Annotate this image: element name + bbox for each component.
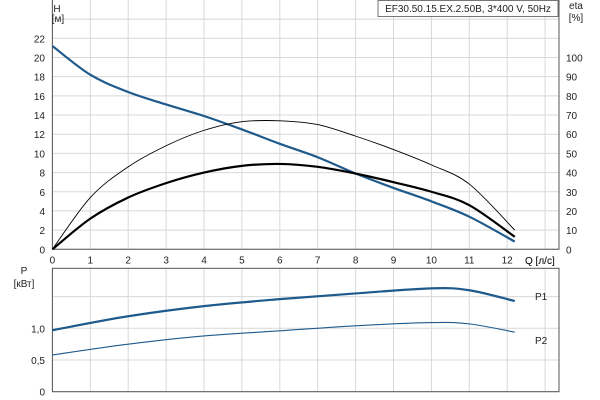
eta-tick-label: 100 bbox=[566, 53, 583, 64]
h-tick-label: 10 bbox=[34, 149, 46, 160]
x-tick-label-top: 11 bbox=[464, 255, 475, 266]
x-tick-label-top: 0 bbox=[50, 255, 56, 266]
top-series bbox=[51, 45, 516, 251]
legend-p2: P2 bbox=[535, 336, 548, 347]
x-tick-label-top: 6 bbox=[277, 255, 283, 266]
h-tick-label: 8 bbox=[39, 169, 45, 180]
x-tick-label-top: 10 bbox=[426, 255, 438, 266]
top-grid: 0 1 2 3 4 5 6 7 8 9 10 11 12024681012141618202201020… bbox=[34, 0, 583, 266]
x-tick-label-top: 3 bbox=[163, 255, 169, 266]
h-tick-label: 6 bbox=[39, 188, 45, 199]
h-tick-label: 22 bbox=[34, 34, 46, 45]
eta-axis-unit: [%] bbox=[569, 13, 584, 24]
h-tick-label: 18 bbox=[34, 73, 46, 84]
x-tick-label-top: 12 bbox=[502, 255, 514, 266]
eta-tick-label: 70 bbox=[566, 111, 578, 122]
head-curve bbox=[51, 45, 516, 243]
axis-labels: H [м] eta [%] Q [л/с] Q [л/с] P [кВт] EF… bbox=[14, 0, 584, 347]
x-tick-label-top: 9 bbox=[391, 255, 397, 266]
h-tick-label: 0 bbox=[39, 245, 45, 256]
h-axis-unit: [м] bbox=[52, 14, 65, 25]
x-tick-label-top: 4 bbox=[201, 255, 207, 266]
eta-tick-label: 40 bbox=[566, 169, 578, 180]
p-axis-unit: [кВт] bbox=[14, 279, 35, 290]
h-tick-label: 2 bbox=[39, 226, 45, 237]
x-tick-label-top: 5 bbox=[239, 255, 245, 266]
bottom-plot-area bbox=[52, 268, 560, 392]
eta-tick-label: 30 bbox=[566, 188, 578, 199]
q-axis-label-bottom: Q [л/с] bbox=[525, 256, 555, 267]
eta-tick-label: 50 bbox=[566, 149, 578, 160]
bottom-grid: 012345678910111200,51,0 bbox=[31, 267, 560, 399]
h-tick-label: 20 bbox=[34, 53, 46, 64]
x-tick-label-top: 7 bbox=[315, 255, 321, 266]
h-tick-label: 14 bbox=[34, 111, 46, 122]
p-tick-label: 1,0 bbox=[31, 324, 45, 335]
efficiency-curve-total bbox=[51, 162, 516, 251]
p-axis-label: P bbox=[21, 266, 28, 277]
efficiency-curve-hydraulic bbox=[52, 120, 516, 250]
x-tick-label-top: 2 bbox=[125, 255, 131, 266]
bottom-series bbox=[52, 287, 516, 356]
h-tick-label: 16 bbox=[34, 92, 46, 103]
p-tick-label: 0 bbox=[39, 388, 45, 399]
eta-tick-label: 10 bbox=[566, 226, 578, 237]
eta-tick-label: 60 bbox=[566, 130, 578, 141]
eta-tick-label: 20 bbox=[566, 207, 578, 218]
x-tick-label-top: 8 bbox=[353, 255, 359, 266]
power-curve-p2 bbox=[52, 321, 515, 356]
legend-p1: P1 bbox=[535, 292, 548, 303]
top-axes bbox=[51, 0, 560, 250]
p-tick-label: 0,5 bbox=[31, 356, 45, 367]
h-tick-label: 4 bbox=[39, 207, 45, 218]
eta-tick-label: 0 bbox=[566, 245, 572, 256]
h-axis-label: H bbox=[53, 4, 60, 15]
eta-axis-label: eta bbox=[569, 1, 583, 12]
q-axis-label-top: Q [л/с] bbox=[525, 256, 555, 267]
eta-tick-label: 80 bbox=[566, 92, 578, 103]
h-tick-label: 12 bbox=[34, 130, 46, 141]
x-tick-label-top: 1 bbox=[88, 255, 94, 266]
eta-tick-label: 90 bbox=[566, 73, 578, 84]
power-curve-p1 bbox=[52, 287, 516, 332]
chart-title: EF30.50.15.EX.2.50B, 3*400 V, 50Hz bbox=[385, 4, 551, 15]
title-box bbox=[377, 0, 559, 17]
